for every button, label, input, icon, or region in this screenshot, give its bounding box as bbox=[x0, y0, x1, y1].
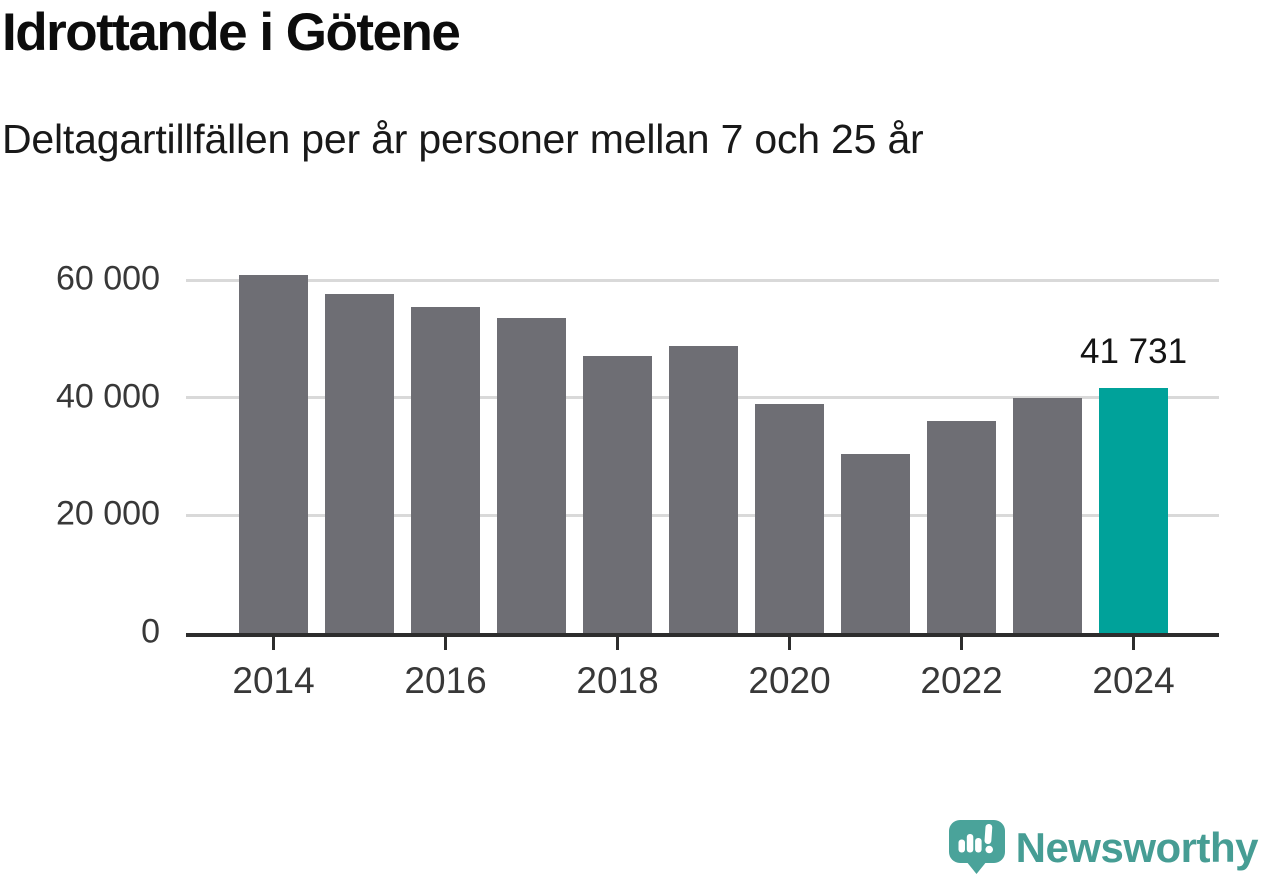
bar-chart: 2014 2016 2018 2020 2022 2024 41 731 0 20 000 40… bbox=[56, 240, 1219, 701]
x-axis-line bbox=[186, 632, 1219, 637]
chart-subtitle: Deltagartillfällen per år personer mella… bbox=[2, 116, 924, 162]
bar-2023 bbox=[1013, 398, 1082, 633]
plot-area: 2014 2016 2018 2020 2022 2024 41 731 bbox=[186, 240, 1219, 701]
y-tick-label-20000: 20 000 bbox=[56, 495, 160, 534]
newsworthy-icon bbox=[948, 820, 1005, 874]
x-tick-mark-2022 bbox=[960, 636, 964, 650]
y-tick-label-40000: 40 000 bbox=[56, 377, 160, 416]
x-tick-label-2022: 2022 bbox=[920, 660, 1003, 701]
x-tick-label-2018: 2018 bbox=[576, 660, 659, 701]
x-tick-mark-2014 bbox=[272, 636, 276, 650]
y-tick-label-60000: 60 000 bbox=[56, 259, 160, 298]
x-tick-mark-2018 bbox=[616, 636, 620, 650]
bar-2021 bbox=[841, 454, 910, 633]
bar-2015 bbox=[325, 294, 394, 633]
bar-2016 bbox=[411, 307, 480, 633]
gridline-60000 bbox=[186, 278, 1219, 282]
bar-2018 bbox=[583, 355, 652, 633]
bar-2020 bbox=[755, 404, 824, 633]
newsworthy-wordmark: Newsworthy bbox=[1015, 824, 1259, 871]
bar-2019 bbox=[669, 345, 738, 633]
page-title: Idrottande i Götene bbox=[2, 3, 461, 62]
x-tick-mark-2016 bbox=[444, 636, 448, 650]
x-tick-mark-2024 bbox=[1132, 636, 1136, 650]
highlight-value-label: 41 731 bbox=[1080, 331, 1188, 371]
bar-2024 bbox=[1099, 387, 1168, 633]
bar-2022 bbox=[927, 421, 996, 633]
x-tick-label-2016: 2016 bbox=[404, 660, 487, 701]
x-tick-label-2024: 2024 bbox=[1092, 660, 1175, 701]
x-tick-label-2020: 2020 bbox=[748, 660, 831, 701]
x-tick-mark-2020 bbox=[788, 636, 792, 650]
bar-2017 bbox=[497, 318, 566, 633]
newsworthy-logo[interactable]: Newsworthy bbox=[948, 820, 1259, 876]
bar-2014 bbox=[239, 274, 308, 633]
x-tick-label-2014: 2014 bbox=[232, 660, 315, 701]
y-tick-label-0: 0 bbox=[141, 612, 160, 651]
